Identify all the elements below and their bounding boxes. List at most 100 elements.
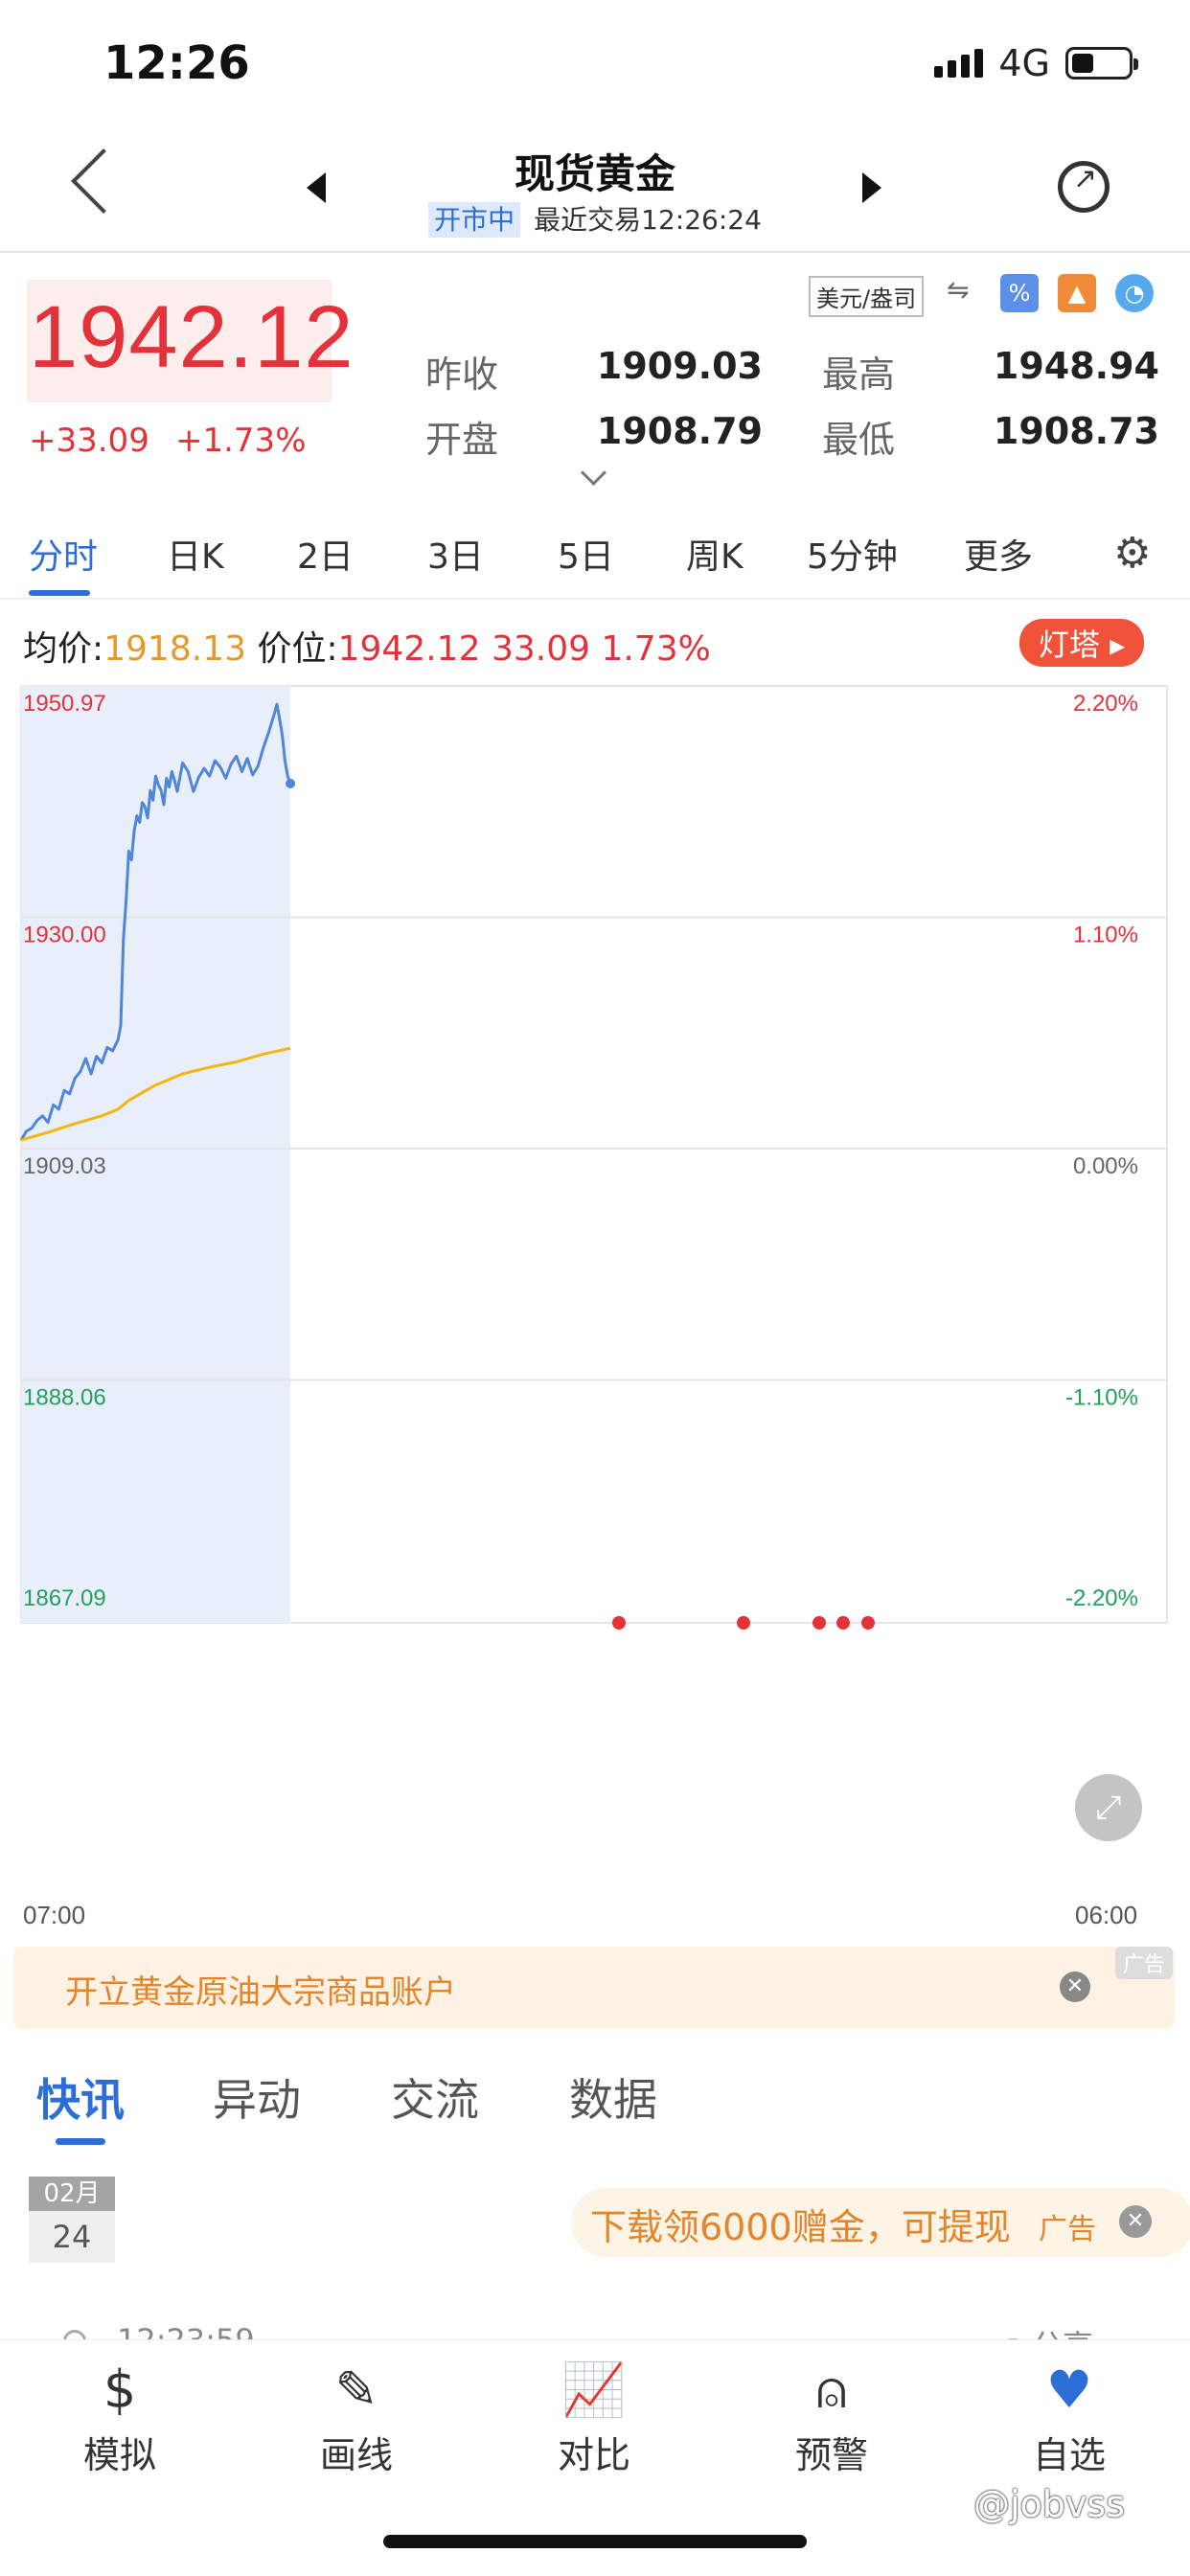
trade-status: 开市中 最近交易12:26:24: [0, 199, 1190, 238]
event-marker[interactable]: [612, 1616, 626, 1630]
y-tick-pct: 2.20%: [1073, 691, 1138, 717]
nav-alert[interactable]: ⍝ 预警: [755, 2359, 908, 2478]
fullscreen-icon[interactable]: ⤢: [1075, 1774, 1142, 1841]
y-tick-price: 1888.06: [23, 1385, 106, 1411]
promo-text[interactable]: 下载领6000赠金，可提现: [590, 2206, 1011, 2248]
news-tab-community[interactable]: 交流: [391, 2074, 479, 2126]
avg-price-bar: 均价:1918.13 价位:1942.12 33.09 1.73%: [23, 621, 711, 671]
tab-3day[interactable]: 3日: [427, 537, 484, 577]
date-month: 02月: [29, 2177, 115, 2211]
next-instrument-icon[interactable]: [862, 172, 881, 203]
news-tab-indicator: [56, 2138, 105, 2145]
promo-close-icon[interactable]: ✕: [1119, 2205, 1152, 2238]
nav-divider: [0, 251, 1190, 253]
promo-ad-tag: 广告: [1039, 2213, 1096, 2246]
event-marker[interactable]: [812, 1616, 826, 1630]
y-tick-pct: 0.00%: [1073, 1153, 1138, 1179]
price-change: +33.09: [29, 422, 149, 460]
ad-tag: 广告: [1115, 1947, 1174, 1979]
share-icon[interactable]: [1058, 161, 1110, 213]
y-tick-price: 1950.97: [23, 691, 106, 717]
price-line: [19, 702, 292, 1141]
prev-instrument-icon[interactable]: [307, 172, 326, 203]
current-price: 1942.12: [29, 288, 355, 386]
avg-value: 1918.13: [103, 629, 247, 669]
y-tick-price: 1930.00: [23, 923, 106, 948]
tab-active-indicator: [29, 590, 90, 596]
lighthouse-label: 灯塔: [1039, 627, 1101, 663]
y-tick-pct: 1.10%: [1073, 923, 1138, 948]
status-indicators: 4G: [934, 42, 1138, 84]
nav-draw[interactable]: ✎ 画线: [280, 2359, 433, 2478]
percent-tool-icon[interactable]: %: [1000, 274, 1039, 312]
news-tab-flash[interactable]: 快讯: [36, 2074, 125, 2126]
nav-simulate-label: 模拟: [82, 2434, 156, 2476]
last-trade-time: 最近交易12:26:24: [534, 204, 762, 236]
lighthouse-tool-icon[interactable]: ▲: [1058, 274, 1096, 312]
unit-selector[interactable]: 美元/盎司: [809, 276, 925, 317]
date-day: 24: [29, 2211, 115, 2263]
nav-watchlist[interactable]: ♥ 自选: [993, 2359, 1146, 2478]
avg-line: [20, 1046, 291, 1142]
prev-close-value: 1909.03: [596, 345, 763, 387]
change-value: 33.09: [491, 629, 590, 669]
nav-simulate[interactable]: $ 模拟: [43, 2359, 196, 2478]
y-tick-pct: -2.20%: [1065, 1585, 1138, 1611]
news-tab-data[interactable]: 数据: [569, 2074, 657, 2126]
pct-value: 1.73%: [601, 629, 711, 669]
y-tick-price: 1909.03: [23, 1153, 106, 1179]
tab-intraday[interactable]: 分时: [29, 537, 99, 577]
news-tab-movers[interactable]: 异动: [213, 2074, 301, 2126]
open-label: 开盘: [425, 419, 499, 461]
nav-draw-label: 画线: [319, 2434, 393, 2476]
dollar-sync-icon: $: [103, 2359, 137, 2420]
ad-text[interactable]: 开立黄金原油大宗商品账户: [65, 1973, 456, 2012]
market-status-badge: 开市中: [428, 202, 521, 238]
tab-more[interactable]: 更多: [964, 537, 1034, 577]
low-value: 1908.73: [993, 410, 1159, 452]
network-label: 4G: [998, 42, 1050, 84]
promo-banner[interactable]: [571, 2188, 1190, 2257]
event-marker[interactable]: [836, 1616, 850, 1630]
nav-compare[interactable]: 📈 对比: [517, 2359, 671, 2478]
open-value: 1908.79: [596, 410, 763, 452]
nav-compare-label: 对比: [557, 2434, 630, 2476]
nav-alert-label: 预警: [794, 2434, 868, 2476]
battery-icon: [1065, 47, 1138, 80]
tab-weekly-k[interactable]: 周K: [686, 537, 744, 577]
ad-banner[interactable]: [13, 1947, 1175, 2029]
x-label-start: 07:00: [23, 1901, 86, 1929]
home-indicator[interactable]: [383, 2535, 807, 2548]
signal-icon: [934, 49, 984, 78]
pen-icon: ✎: [334, 2359, 378, 2420]
session-area: [21, 686, 291, 1623]
event-marker[interactable]: [737, 1616, 750, 1630]
gear-icon[interactable]: ⚙: [1113, 529, 1152, 578]
lighthouse-button[interactable]: 灯塔 ▸: [1019, 619, 1145, 667]
page-title: 现货黄金: [514, 150, 675, 197]
close-icon[interactable]: ✕: [1060, 1972, 1090, 2002]
status-time: 12:26: [103, 36, 250, 90]
tab-5day[interactable]: 5日: [558, 537, 614, 577]
low-label: 最低: [822, 419, 896, 461]
event-marker[interactable]: [861, 1616, 875, 1630]
tab-2day[interactable]: 2日: [297, 537, 354, 577]
price-endpoint: [286, 778, 296, 788]
watermark: @jobvss: [973, 2483, 1126, 2525]
nav-watchlist-label: 自选: [1032, 2434, 1106, 2476]
prev-close-label: 昨收: [425, 353, 499, 396]
tabs-divider: [0, 598, 1190, 600]
y-tick-pct: -1.10%: [1065, 1385, 1138, 1411]
tab-5min[interactable]: 5分钟: [807, 537, 898, 577]
chart-compare-icon: 📈: [561, 2359, 627, 2420]
intraday-chart[interactable]: 1950.97 2.20% 1930.00 1.10% 1909.03 0.00% 1888…: [0, 671, 1190, 1897]
tab-daily-k[interactable]: 日K: [167, 537, 224, 577]
pie-tool-icon[interactable]: ◔: [1115, 274, 1154, 312]
price-change-pct: +1.73%: [175, 422, 307, 460]
high-label: 最高: [822, 353, 896, 396]
swap-icon[interactable]: ⇋: [947, 274, 970, 306]
y-tick-price: 1867.09: [23, 1585, 106, 1611]
expand-chevron-icon[interactable]: [581, 460, 606, 486]
price-value: 1942.12: [337, 629, 481, 669]
high-value: 1948.94: [993, 345, 1159, 387]
